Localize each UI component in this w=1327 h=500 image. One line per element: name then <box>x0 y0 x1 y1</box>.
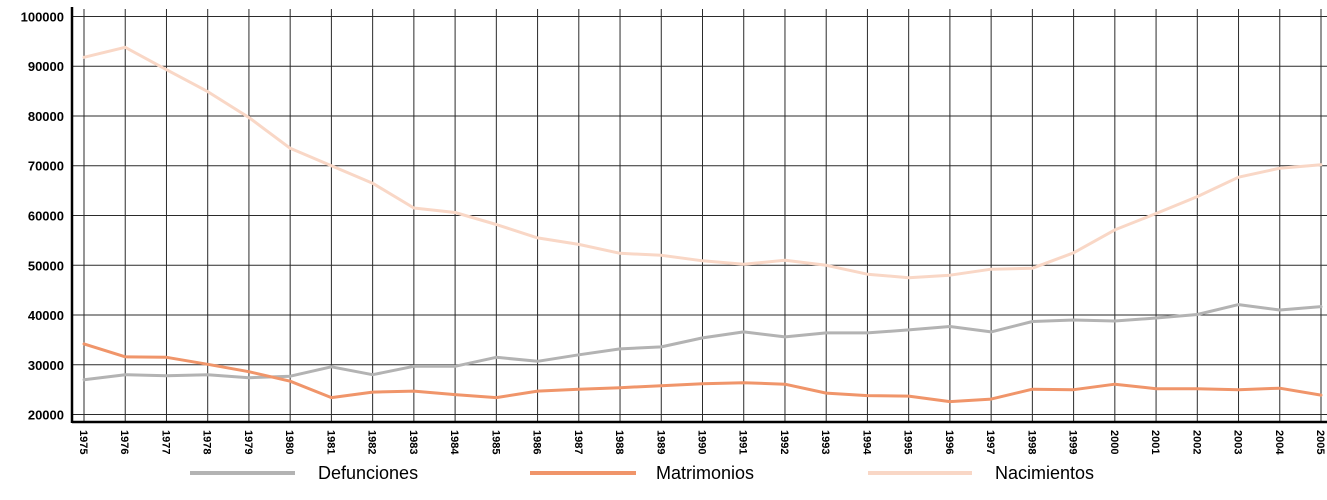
x-tick-label: 1997 <box>984 430 996 454</box>
x-tick-label: 1998 <box>1025 430 1037 454</box>
x-tick-label: 1999 <box>1067 430 1079 454</box>
legend-label-defunciones: Defunciones <box>318 463 418 483</box>
x-tick-label: 1977 <box>159 430 171 454</box>
x-tick-label: 1996 <box>943 430 955 454</box>
x-tick-label: 2000 <box>1108 430 1120 454</box>
x-tick-label: 1989 <box>654 430 666 454</box>
x-tick-label: 1975 <box>77 430 89 454</box>
y-tick-label: 20000 <box>28 408 64 423</box>
x-tick-label: 1992 <box>778 430 790 454</box>
y-tick-label: 50000 <box>28 258 64 273</box>
series-lines <box>82 45 1323 404</box>
y-tick-label: 100000 <box>21 9 64 24</box>
x-tick-label: 2004 <box>1273 430 1285 455</box>
y-tick-label: 90000 <box>28 59 64 74</box>
x-tick-label: 1982 <box>366 430 378 454</box>
x-tick-label: 2002 <box>1190 430 1202 454</box>
x-tick-label: 2003 <box>1232 430 1244 454</box>
y-tick-label: 70000 <box>28 159 64 174</box>
series-line-matrimonios <box>82 342 1323 404</box>
x-tick-label: 1987 <box>572 430 584 454</box>
axes <box>70 7 1327 424</box>
legend-label-matrimonios: Matrimonios <box>656 463 754 483</box>
x-tick-label: 1994 <box>860 430 872 455</box>
x-tick-label: 1981 <box>324 430 336 454</box>
x-tick-label: 1983 <box>407 430 419 454</box>
y-tick-labels: 100000 90000 80000 70000 60000 50000 40000 3000… <box>21 9 64 422</box>
y-tick-label: 30000 <box>28 358 64 373</box>
y-tick-label: 60000 <box>28 209 64 224</box>
series-line-defunciones <box>82 303 1323 382</box>
y-tick-label: 80000 <box>28 109 64 124</box>
x-tick-label: 1984 <box>448 430 460 455</box>
x-tick-label: 1986 <box>531 430 543 454</box>
x-tick-label: 1991 <box>737 430 749 454</box>
x-tick-label: 2001 <box>1149 430 1161 454</box>
x-tick-label: 1976 <box>118 430 130 454</box>
x-tick-label: 1993 <box>819 430 831 454</box>
series-line-nacimientos <box>82 45 1323 280</box>
x-tick-label: 1995 <box>902 430 914 454</box>
y-tick-label: 40000 <box>28 308 64 323</box>
x-tick-label: 1979 <box>242 430 254 454</box>
legend-label-nacimientos: Nacimientos <box>995 463 1094 483</box>
x-tick-label: 1980 <box>283 430 295 454</box>
x-tick-label: 1990 <box>696 430 708 454</box>
legend: Defunciones Matrimonios Nacimientos <box>190 463 1094 483</box>
x-tick-label: 1988 <box>613 430 625 454</box>
grid <box>72 9 1327 422</box>
x-tick-label: 2005 <box>1314 430 1326 454</box>
x-tick-label: 1985 <box>489 430 501 454</box>
x-tick-label: 1978 <box>201 430 213 454</box>
x-tick-labels: 1975 1976 1977 1978 1979 1980 1981 1982 1983 1984… <box>77 430 1326 455</box>
